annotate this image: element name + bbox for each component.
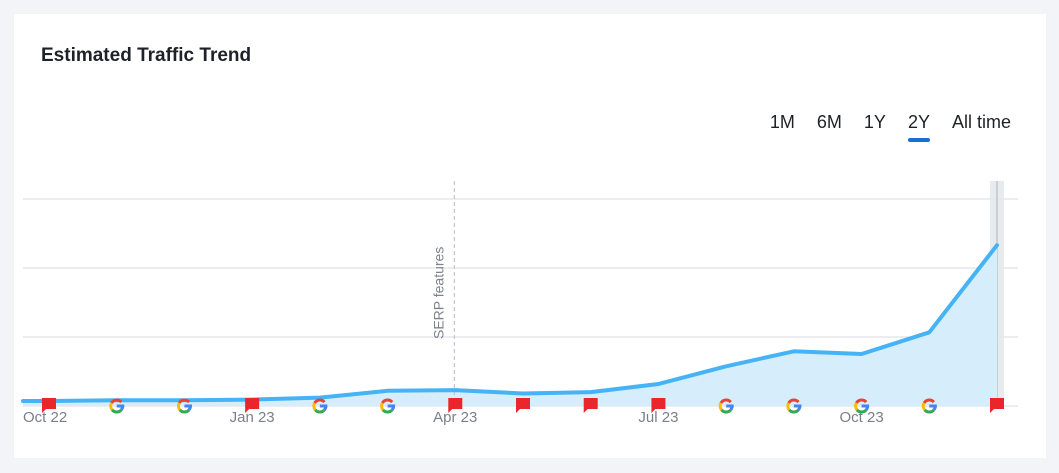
widget-title: Estimated Traffic Trend	[41, 45, 252, 66]
time-range-tabs: 1M 6M 1Y 2Y All time	[756, 111, 1019, 142]
flag-icon[interactable]	[651, 398, 666, 413]
google-update-icon[interactable]	[854, 398, 870, 414]
flag-icon[interactable]	[42, 398, 56, 413]
google-update-icon[interactable]	[718, 398, 734, 414]
traffic-trend-card: Estimated Traffic Trend 1M 6M 1Y 2Y All …	[14, 14, 1046, 458]
event-markers[interactable]	[42, 398, 1004, 414]
flag-icon[interactable]	[990, 398, 1004, 413]
range-tab-2y[interactable]: 2Y	[894, 111, 938, 142]
google-update-icon[interactable]	[109, 398, 125, 414]
x-tick-label: Jul 23	[638, 409, 678, 426]
google-update-icon[interactable]	[176, 398, 192, 414]
flag-icon[interactable]	[583, 398, 598, 413]
range-tab-all-time[interactable]: All time	[951, 112, 1011, 132]
range-tab-1y[interactable]: 1Y	[863, 112, 886, 132]
traffic-area	[23, 245, 997, 406]
flag-icon[interactable]	[516, 398, 530, 413]
x-tick-label: Oct 23	[839, 409, 883, 426]
annotation-label: SERP features	[430, 247, 446, 339]
x-tick-label: Oct 22	[23, 409, 67, 426]
x-axis-labels: Oct 22 Jan 23 Apr 23 Jul 23 Oct 23	[23, 409, 884, 426]
range-tab-1m[interactable]: 1M	[769, 112, 795, 132]
flag-icon[interactable]	[448, 398, 463, 413]
google-update-icon[interactable]	[786, 398, 802, 414]
range-tab-6m[interactable]: 6M	[816, 112, 842, 132]
flag-icon[interactable]	[245, 398, 260, 413]
traffic-line[interactable]	[21, 243, 999, 403]
google-update-icon[interactable]	[380, 398, 396, 414]
google-update-icon[interactable]	[921, 398, 937, 414]
serp-features-annotation: SERP features	[430, 181, 455, 400]
x-tick-label: Apr 23	[433, 409, 477, 426]
google-update-icon[interactable]	[312, 398, 328, 414]
x-tick-label: Jan 23	[230, 409, 275, 426]
